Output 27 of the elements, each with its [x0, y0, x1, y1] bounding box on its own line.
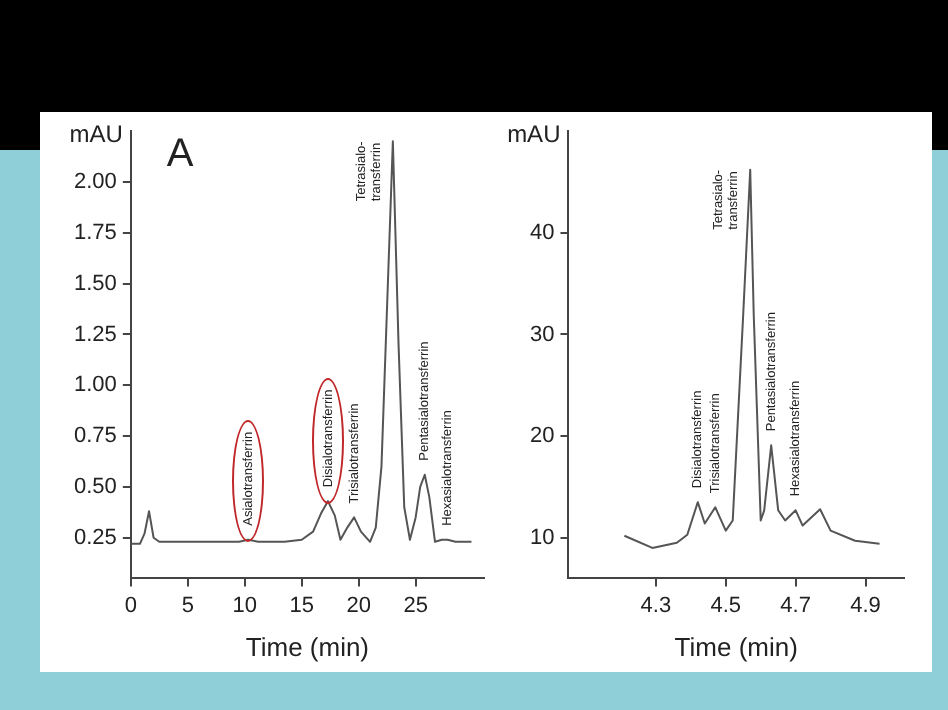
y-tick-label: 1.25: [73, 322, 117, 347]
x-tick-label: 20: [346, 593, 371, 618]
x-tick-label: 4.9: [850, 593, 881, 618]
y-tick-label: 30: [529, 322, 555, 347]
y-axis-title: mAU: [507, 119, 561, 148]
x-axis-title: Time (min): [245, 631, 370, 662]
x-tick-label: 15: [289, 593, 314, 618]
x-tick-label: 4.3: [640, 593, 672, 618]
x-tick-label: 25: [403, 593, 428, 618]
y-tick-label: 1.75: [73, 220, 117, 245]
x-tick-label: 4.5: [710, 593, 742, 618]
y-tick-label: 40: [529, 220, 555, 245]
x-tick-label: 5: [181, 593, 194, 618]
x-axis-title: Time (min): [674, 631, 798, 662]
annotation: A: [166, 132, 195, 177]
y-tick-label: 1.00: [73, 373, 117, 398]
y-tick-label: 20: [529, 424, 555, 449]
y-tick-label: 2.00: [73, 170, 117, 195]
y-tick-label: 10: [529, 525, 555, 550]
x-tick-label: 10: [232, 593, 257, 618]
y-axis-title: mAU: [69, 119, 123, 148]
y-tick-label: 0.50: [73, 474, 117, 499]
y-tick-label: 1.50: [73, 271, 117, 296]
x-tick-label: 4.7: [780, 593, 811, 618]
y-tick-label: 0.25: [73, 525, 117, 550]
x-tick-label: 0: [124, 593, 137, 618]
y-tick-label: 0.75: [73, 424, 117, 449]
